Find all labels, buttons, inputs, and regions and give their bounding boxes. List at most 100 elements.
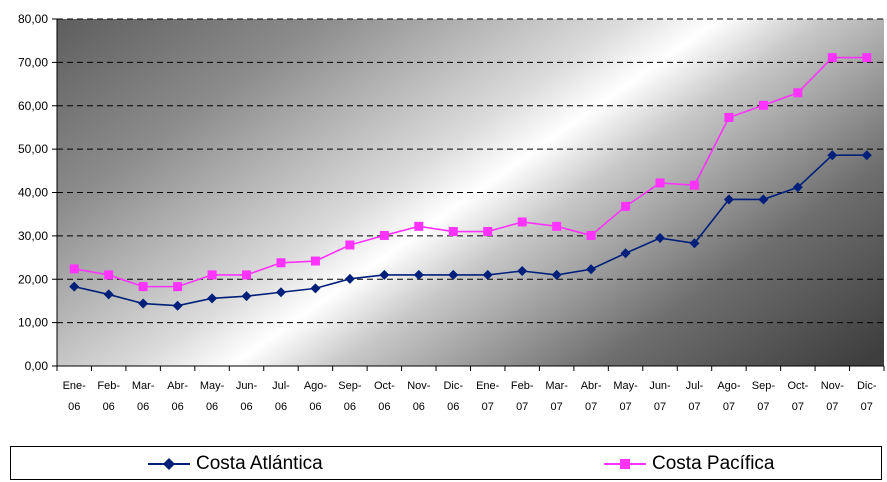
data-point <box>276 258 286 268</box>
data-point <box>655 178 665 188</box>
x-tick-label: Oct- <box>787 380 808 392</box>
data-point <box>104 270 114 280</box>
x-tick-label: 06 <box>275 401 287 413</box>
y-tick-label: 80,00 <box>18 12 48 26</box>
x-tick-label: May- <box>200 380 225 392</box>
series-1 <box>69 53 872 292</box>
x-tick-label: 06 <box>68 401 80 413</box>
data-point <box>862 53 872 63</box>
data-point <box>138 282 148 292</box>
x-tick-label: Nov- <box>821 380 845 392</box>
data-point <box>275 287 286 298</box>
data-point <box>379 230 389 240</box>
legend-label-series-1: Costa Pacífica <box>652 453 775 474</box>
x-tick-label: Ago- <box>304 380 328 392</box>
x-tick-label: 06 <box>137 401 149 413</box>
x-tick-label: 07 <box>826 401 838 413</box>
data-point <box>483 227 493 237</box>
x-tick-label: Sep- <box>752 380 776 392</box>
data-point <box>310 256 320 266</box>
x-tick-label: 07 <box>551 401 563 413</box>
x-tick-label: Nov- <box>407 380 431 392</box>
series-line <box>74 154 867 307</box>
legend-marker-diamond <box>148 458 190 470</box>
data-point <box>69 281 80 292</box>
x-tick-label: Abr- <box>167 380 188 392</box>
x-tick-label: 06 <box>413 401 425 413</box>
x-tick-label: 07 <box>482 401 494 413</box>
y-tick-label: 0,00 <box>25 359 49 373</box>
data-point <box>620 248 631 259</box>
y-tick-label: 50,00 <box>18 142 48 156</box>
x-tick-label: Oct- <box>374 380 395 392</box>
data-point <box>827 150 838 161</box>
x-tick-label: 06 <box>240 401 252 413</box>
x-tick-label: Feb- <box>511 380 534 392</box>
data-point <box>517 266 528 277</box>
data-point <box>758 194 769 205</box>
line-chart: 0,00 10,00 20,00 30,00 40,00 50,00 60,00 70,00 8… <box>18 12 885 413</box>
legend-label-series-0: Costa Atlántica <box>196 453 323 474</box>
data-point <box>655 233 666 244</box>
data-point <box>138 298 149 309</box>
x-tick-label: 07 <box>654 401 666 413</box>
series-0 <box>69 150 872 311</box>
data-point <box>551 269 562 280</box>
y-tick-label: 40,00 <box>18 186 48 200</box>
x-tick-label: Jun- <box>236 380 258 392</box>
data-point <box>414 221 424 231</box>
y-tick-label: 20,00 <box>18 272 48 286</box>
data-point <box>241 291 252 302</box>
x-tick-label: 06 <box>103 401 115 413</box>
x-tick-label: Abr- <box>581 380 602 392</box>
x-tick-label: 07 <box>792 401 804 413</box>
data-point <box>586 264 597 275</box>
data-point <box>172 300 183 311</box>
y-axis-tick-labels: 0,00 10,00 20,00 30,00 40,00 50,00 60,00 70,00 8… <box>18 12 48 373</box>
data-point <box>758 100 768 110</box>
x-tick-label: 06 <box>447 401 459 413</box>
x-tick-label: Jul- <box>686 380 704 392</box>
x-tick-label: 06 <box>309 401 321 413</box>
data-point <box>723 194 734 205</box>
x-tick-label: May- <box>613 380 638 392</box>
data-point <box>586 230 596 240</box>
x-tick-label: Dic- <box>443 380 463 392</box>
series-line <box>74 56 867 288</box>
data-point <box>69 264 79 274</box>
data-point <box>207 293 218 304</box>
data-point <box>379 269 390 280</box>
data-point <box>103 289 114 300</box>
x-tick-label: 06 <box>344 401 356 413</box>
data-point <box>448 269 459 280</box>
data-point <box>621 201 631 211</box>
data-point <box>792 182 803 193</box>
x-tick-label: Ene- <box>476 380 500 392</box>
x-tick-label: 06 <box>378 401 390 413</box>
data-point <box>242 270 252 280</box>
x-tick-label: 07 <box>619 401 631 413</box>
x-tick-label: 06 <box>171 401 183 413</box>
x-tick-label: Jul- <box>272 380 290 392</box>
data-point <box>552 221 562 231</box>
data-point <box>689 180 699 190</box>
y-tick-label: 60,00 <box>18 99 48 113</box>
y-tick-label: 70,00 <box>18 55 48 69</box>
data-point <box>207 270 217 280</box>
x-tick-label: 07 <box>861 401 873 413</box>
data-point <box>448 227 458 237</box>
x-tick-label: 07 <box>585 401 597 413</box>
gridlines <box>57 18 884 324</box>
x-tick-label: 07 <box>723 401 735 413</box>
data-point <box>413 269 424 280</box>
legend: Costa Atlántica Costa Pacífica <box>10 446 882 480</box>
data-point <box>861 150 872 161</box>
series-layer <box>69 53 872 311</box>
data-point <box>345 240 355 250</box>
x-tick-label: Sep- <box>338 380 362 392</box>
x-tick-label: 07 <box>688 401 700 413</box>
data-point <box>173 282 183 292</box>
x-tick-label: Ago- <box>717 380 741 392</box>
data-point <box>724 112 734 122</box>
x-tick-label: Dic- <box>857 380 877 392</box>
